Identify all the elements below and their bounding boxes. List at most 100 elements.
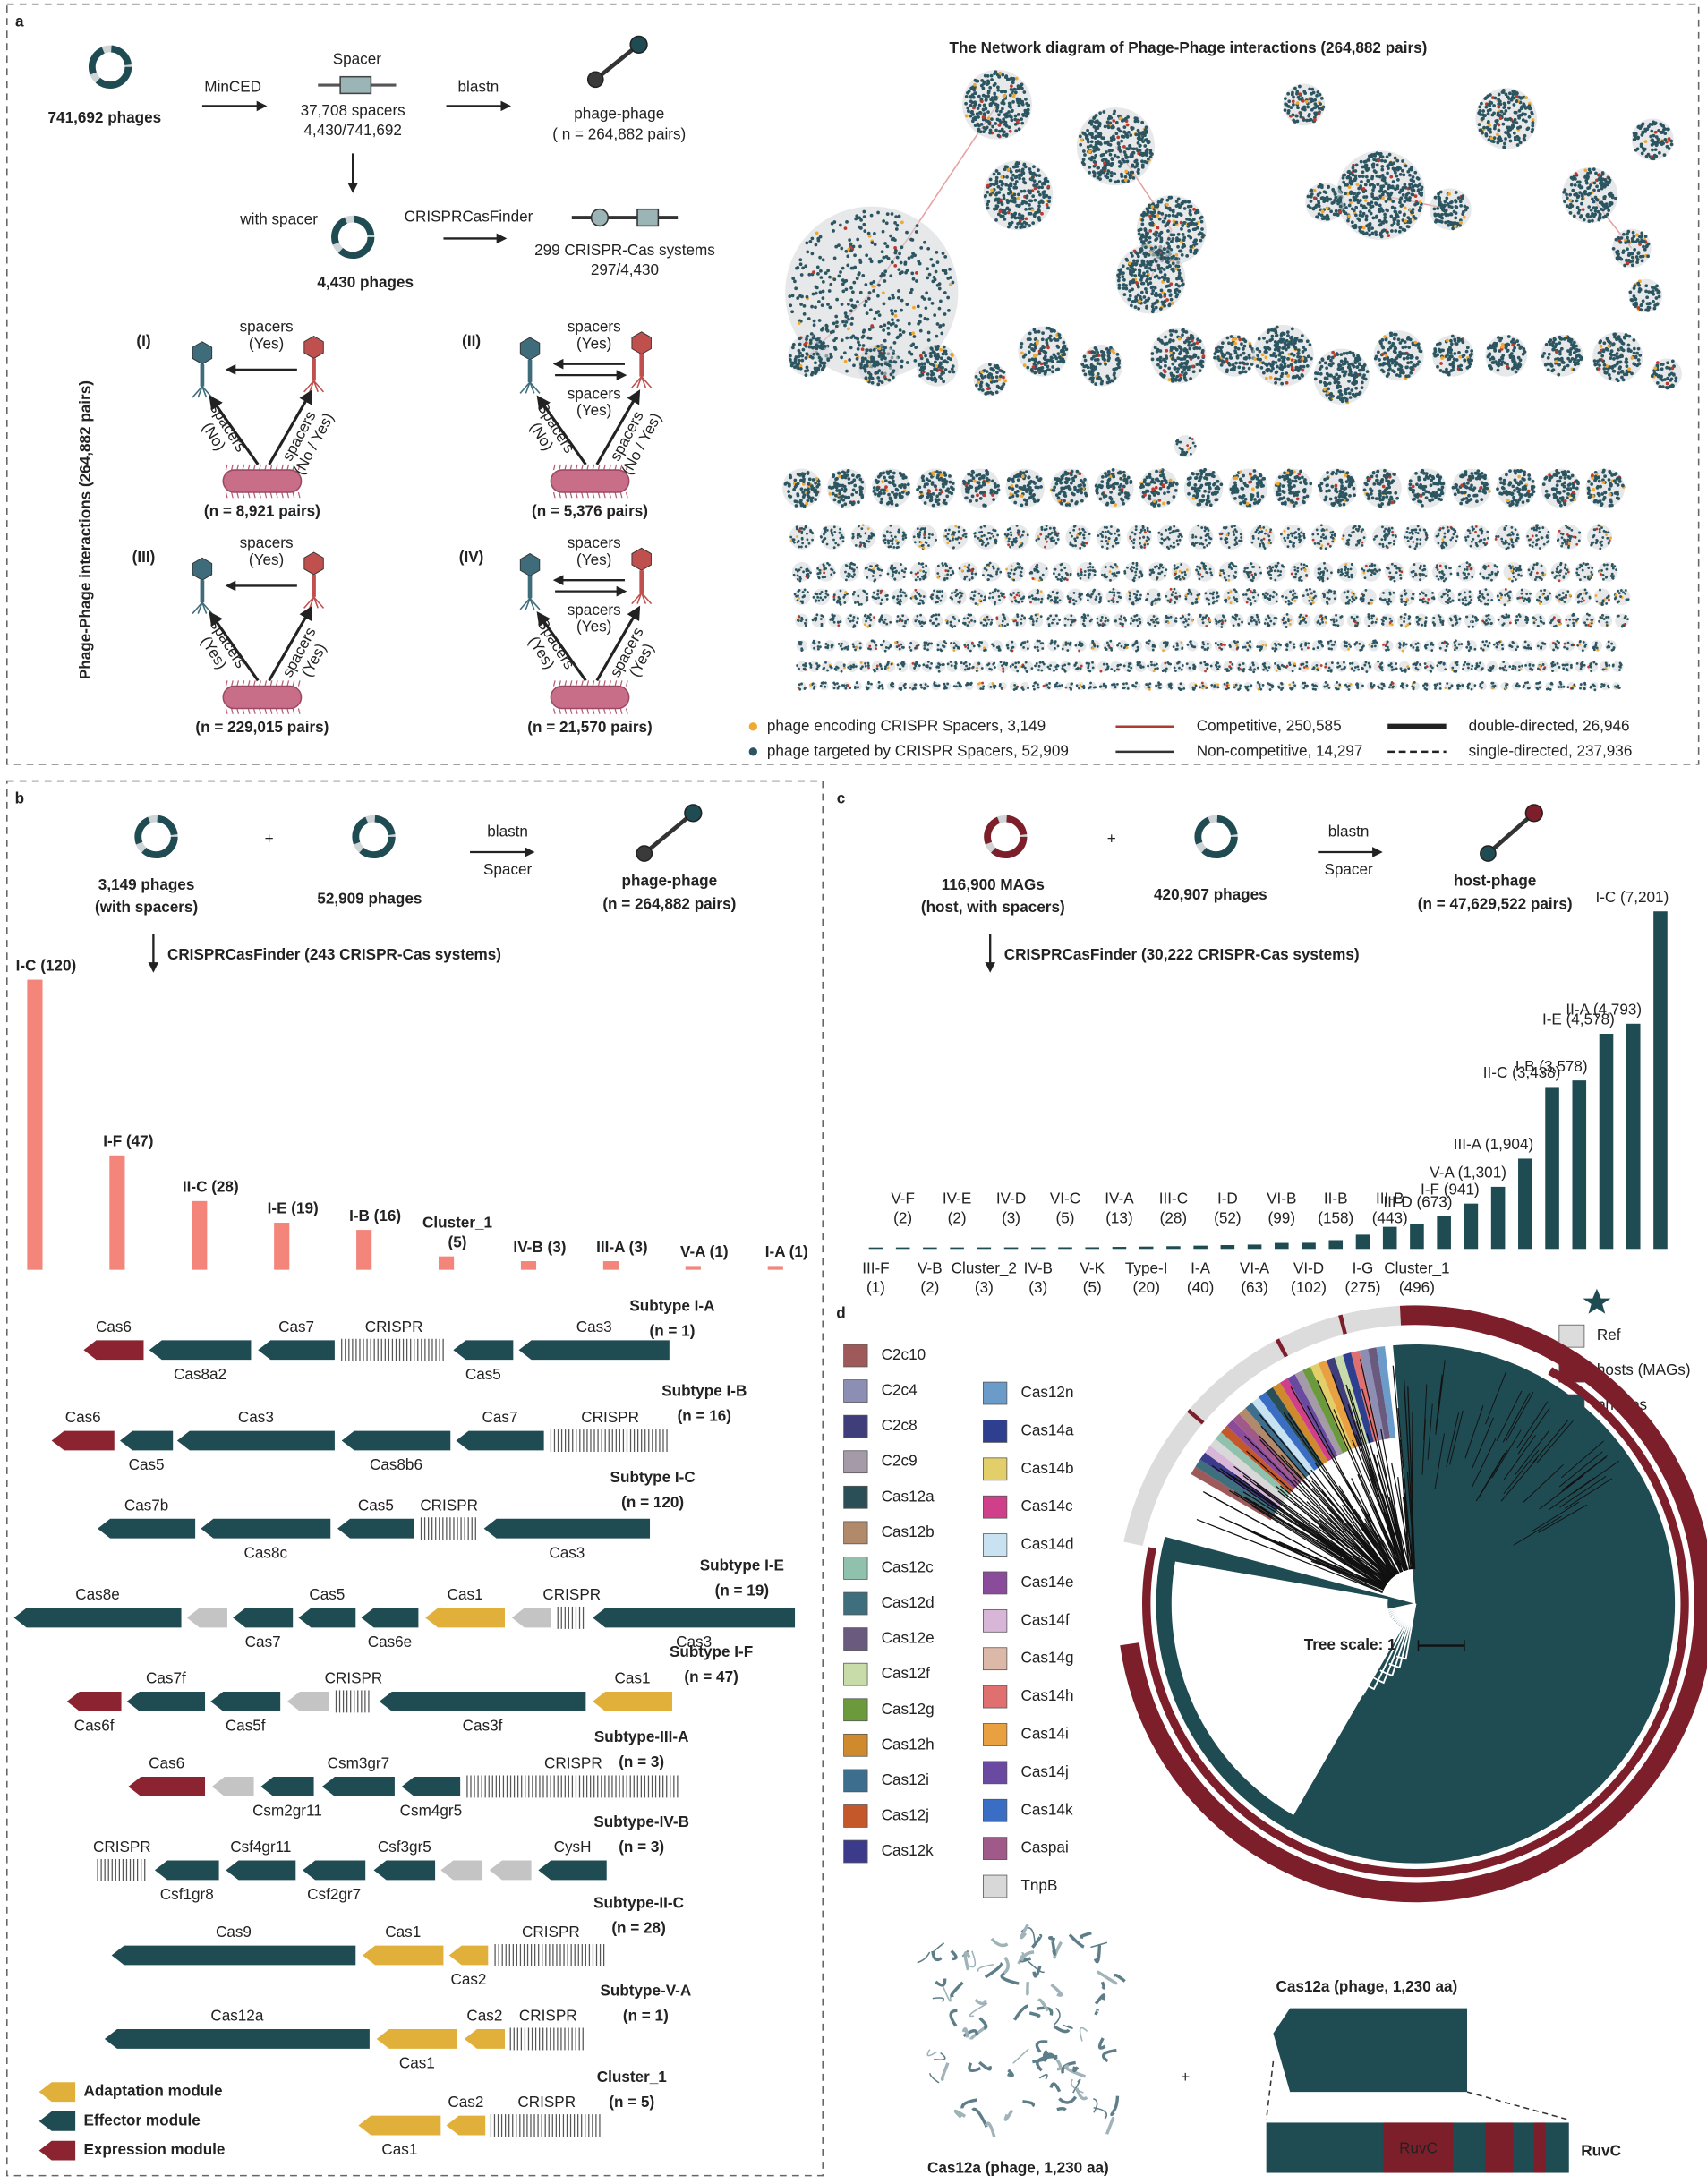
node [1603,371,1608,375]
node [807,272,812,277]
node [1576,180,1580,184]
node [1264,355,1268,360]
node [1233,341,1237,346]
node [943,254,948,259]
pilus [619,491,623,499]
node [1032,165,1036,169]
node [1377,158,1380,163]
node [1174,220,1179,225]
node [1347,363,1351,367]
node [1523,138,1527,142]
phage-icon [303,551,324,576]
node [802,312,807,316]
node [1143,144,1148,148]
node [1157,217,1162,221]
node [1023,353,1028,357]
node [1028,167,1032,171]
node [1390,229,1394,233]
node [993,380,996,384]
with-spacer: with spacer [239,210,318,228]
node [1140,218,1145,222]
node [1359,159,1363,164]
node [1181,371,1184,374]
node [1386,192,1389,195]
node [1179,220,1183,225]
node [883,273,886,277]
node [926,360,930,364]
node [1411,175,1415,179]
node [1168,329,1173,333]
node [1257,337,1261,341]
node [1189,250,1193,254]
node [1611,342,1616,346]
node [1523,133,1527,138]
node [934,360,937,364]
pilus [297,708,301,714]
node [1572,214,1576,218]
node [1458,354,1463,359]
node [1145,277,1149,282]
node [858,271,861,275]
node [994,97,998,101]
node [993,91,997,96]
node [929,257,934,261]
node [1439,205,1444,209]
node [1348,178,1353,183]
node [966,106,970,110]
node [1003,167,1007,172]
case-label: (II) [462,331,481,349]
node [1342,173,1345,177]
node [1571,188,1575,192]
node [1342,373,1346,378]
node [1489,107,1492,112]
node [864,370,867,373]
pilus [609,491,612,499]
node [1080,138,1084,142]
node [1175,277,1179,281]
node [1265,350,1268,354]
node [988,85,993,90]
node [1138,294,1142,299]
node [862,215,866,218]
node [1162,256,1166,260]
node [1611,246,1616,251]
node [1008,129,1012,133]
node [1243,339,1248,344]
node [1653,303,1657,307]
node [1364,231,1369,235]
node [828,275,832,279]
node [1020,121,1025,125]
node [1325,371,1329,376]
node [1139,274,1143,278]
node [1342,351,1346,355]
node [1169,282,1174,286]
node [1148,266,1152,270]
node [1549,338,1553,343]
node [1641,299,1645,303]
node [926,246,931,251]
phage-leg [525,598,531,610]
node [852,305,856,310]
node [1506,100,1511,105]
node [1478,105,1482,109]
node [847,247,851,252]
node [940,372,943,376]
node [897,214,901,218]
node [1130,152,1133,157]
node [1014,180,1019,183]
node [1406,191,1411,195]
node [1521,118,1525,123]
node [1396,367,1401,371]
node [1481,109,1485,113]
node [1455,221,1460,226]
node [900,308,903,312]
node [1507,97,1511,100]
node [1186,204,1191,209]
node [1056,360,1061,364]
node [1380,155,1385,159]
node [1461,212,1465,217]
network-title: The Network diagram of Phage-Phage inter… [949,38,1427,56]
node [1528,107,1532,111]
node [1233,337,1238,341]
node [1634,255,1639,259]
